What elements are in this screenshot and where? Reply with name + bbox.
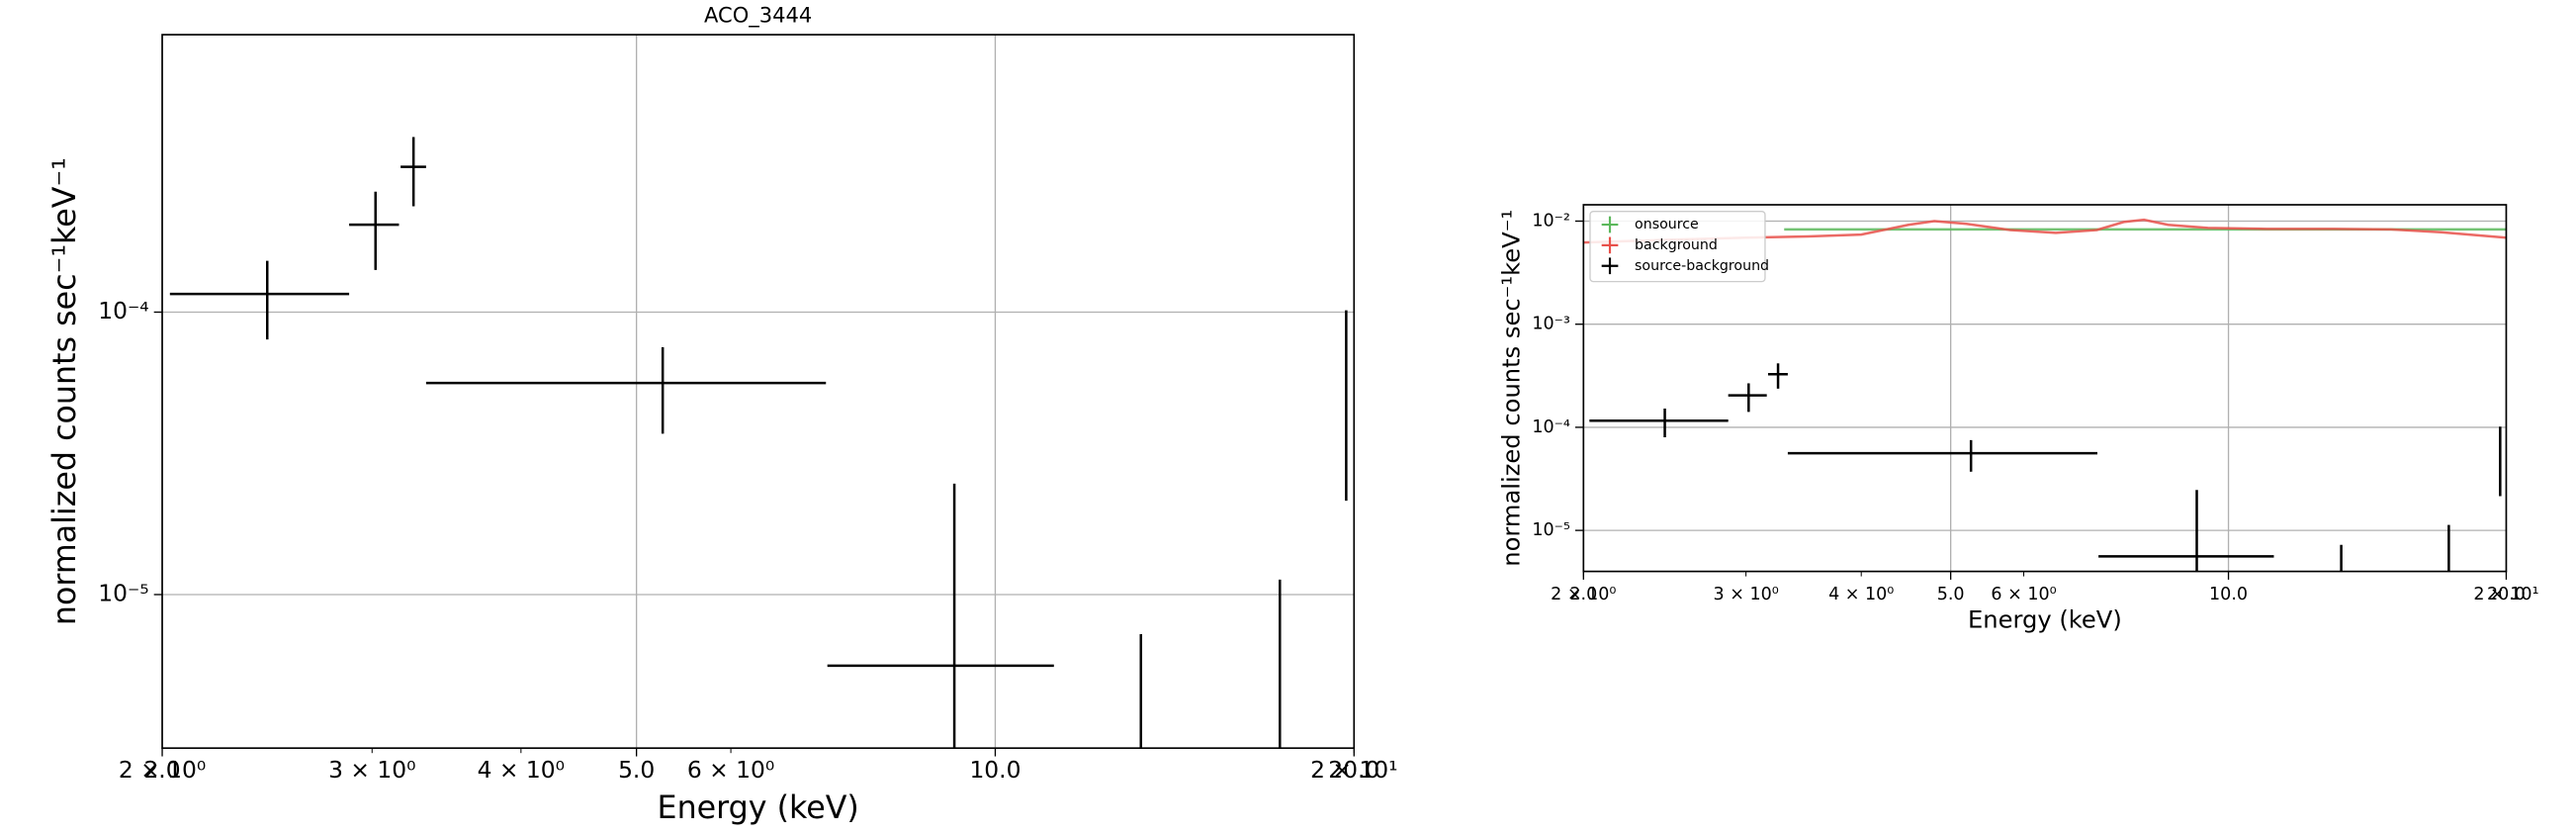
x-minor-tick-label: 4 × 10⁰ — [1828, 585, 1894, 604]
x-tick-label: 10.0 — [969, 756, 1021, 784]
y-tick-label: 10⁻² — [1532, 211, 1570, 231]
series-line — [1583, 218, 2507, 244]
x-minor-tick-label: 3 × 10⁰ — [1713, 585, 1778, 604]
x-minor-tick-label: 2 × 10¹ — [1310, 756, 1397, 784]
x-tick-label: 5.0 — [618, 756, 655, 784]
chart-title: ACO_3444 — [704, 3, 812, 28]
x-minor-tick-label: 4 × 10⁰ — [478, 756, 565, 784]
x-minor-tick-label: 2 × 10⁰ — [119, 756, 206, 784]
x-minor-tick-label: 6 × 10⁰ — [687, 756, 774, 784]
x-tick-label: 20.0 — [2487, 585, 2526, 604]
plot: 2.0 5.0 10.0 20.0 2 × 10⁰ 3 × 10⁰ 4 × 10⁰ 6 × 1… — [1498, 204, 2539, 634]
x-tick-label: 2.0 — [1569, 585, 1597, 604]
x-minor-tick-label: 2 × 10⁰ — [1551, 585, 1616, 604]
y-tick-label: 10⁻³ — [1532, 315, 1570, 334]
x-axis-label: Energy (keV) — [1968, 606, 2122, 634]
x-axis-label: Energy (keV) — [658, 790, 859, 826]
y-tick-label: 10⁻⁴ — [98, 297, 148, 324]
y-tick-label: 10⁻⁴ — [1532, 417, 1570, 437]
x-minor-tick-label: 2 × 10¹ — [2473, 585, 2538, 604]
x-minor-tick-label: 3 × 10⁰ — [328, 756, 415, 784]
y-axis-label: normalized counts sec⁻¹keV⁻¹ — [1498, 210, 1526, 567]
axes-frame — [1582, 204, 2508, 573]
x-minor-tick-label: 6 × 10⁰ — [1991, 585, 2056, 604]
y-tick-label: 10⁻⁵ — [1532, 520, 1570, 540]
x-tick-label: 10.0 — [2209, 585, 2248, 604]
axes-frame — [161, 34, 1356, 750]
y-axis-label: normalized counts sec⁻¹keV⁻¹ — [47, 157, 83, 625]
legend-box — [1589, 211, 1766, 283]
plot: ACO_3444 2.0 5.0 10.0 20.0 2 × 10⁰ 3 × 10⁰ 4 × … — [47, 3, 1397, 826]
legend-label: background — [1635, 237, 1718, 253]
legend-label: onsource — [1635, 217, 1699, 232]
legend-label: source-background — [1635, 258, 1769, 274]
x-tick-label: 20.0 — [1328, 756, 1379, 784]
x-tick-label: 5.0 — [1937, 585, 1965, 604]
x-tick-label: 2.0 — [143, 756, 180, 784]
y-tick-label: 10⁻⁵ — [98, 579, 148, 606]
